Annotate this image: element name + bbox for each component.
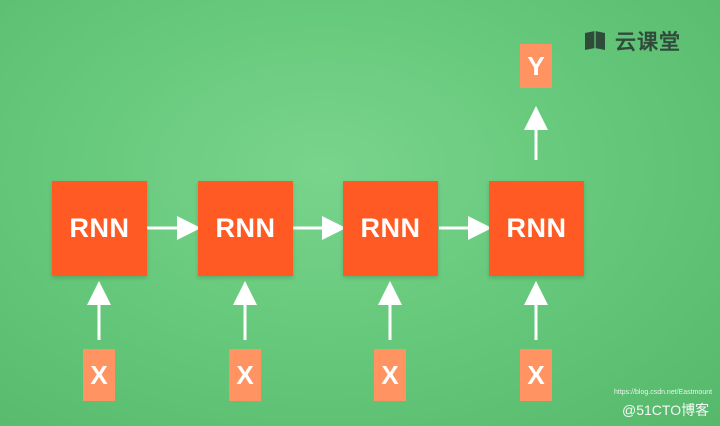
rnn-node-2: RNN [198, 181, 293, 276]
rnn-node-3: RNN [343, 181, 438, 276]
brand-name: 云课堂 [615, 31, 681, 54]
input-x-4: X [520, 349, 552, 401]
output-y: Y [520, 44, 552, 88]
input-x-2: X [229, 349, 261, 401]
input-x-3: X [374, 349, 406, 401]
input-x-1: X [83, 349, 115, 401]
book-icon [585, 31, 605, 50]
watermark-url: https://blog.csdn.net/Eastmount [614, 389, 713, 396]
rnn-node-1: RNN [52, 181, 147, 276]
brand-logo: 云课堂 [583, 26, 681, 56]
rnn-node-4: RNN [489, 181, 584, 276]
watermark-text: @51CTO博客 [622, 402, 710, 418]
